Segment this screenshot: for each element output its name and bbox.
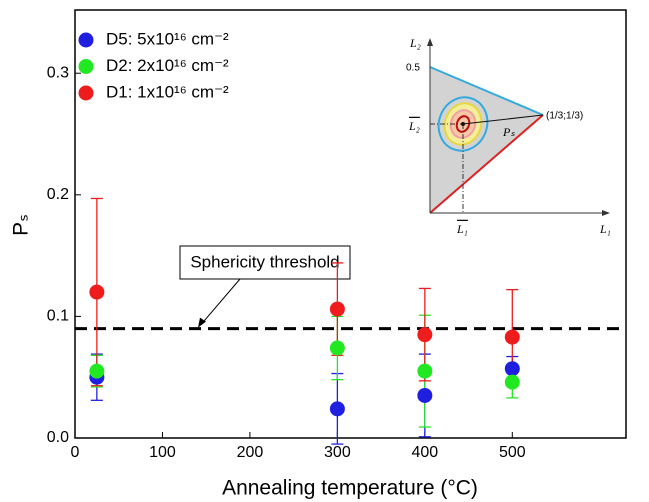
legend-label: D1: 1x10¹⁶ cm⁻² (106, 82, 229, 101)
point (329, 401, 345, 417)
legend-label: D2: 2x10¹⁶ cm⁻² (106, 56, 229, 75)
inset-center (461, 122, 465, 126)
y-tick-label: 0.0 (47, 429, 69, 446)
annotation-arrow (200, 278, 241, 325)
point (329, 340, 345, 356)
point (504, 329, 520, 345)
y-tick-label: 0.3 (47, 64, 69, 81)
legend-label: D5: 5x10¹⁶ cm⁻² (106, 29, 229, 48)
point (417, 387, 433, 403)
inset-contour (455, 115, 471, 133)
inset-arrow (427, 38, 433, 46)
point (504, 361, 520, 377)
annotation-box (179, 245, 351, 280)
point (417, 363, 433, 379)
inset-arrow (602, 210, 610, 216)
inset-label: (1/3;1/3) (546, 111, 583, 122)
inset-ps-line (462, 114, 544, 125)
annotation: Sphericity threshold (190, 252, 339, 271)
x-axis-label: Annealing temperature (°C) (222, 477, 478, 500)
x-tick-label: 200 (237, 444, 264, 461)
inset: L₂ 0.5 (1/3;1/3) L₂ Pₛ L₁ L₁ (406, 36, 611, 236)
y-tick-label: 0.1 (47, 308, 69, 325)
inset-label: L₂ (408, 119, 420, 133)
inset-label: Pₛ (502, 125, 515, 139)
inset-label: L₁ (599, 222, 611, 236)
legend-marker (78, 59, 94, 74)
inset-triangle (430, 67, 543, 213)
x-tick-label: 500 (499, 444, 526, 461)
legend-marker (78, 32, 94, 48)
x-tick-label: 400 (411, 444, 438, 461)
plot-frame (74, 9, 627, 439)
y-tick-label: 0.2 (47, 186, 69, 203)
inset-label: 0.5 (406, 63, 420, 74)
x-tick-label: 0 (71, 444, 80, 461)
point (89, 284, 105, 300)
inset-label: L₂ (409, 36, 421, 50)
point (89, 363, 105, 379)
inset-contour (437, 96, 489, 152)
legend-marker (78, 85, 94, 101)
inset-edge (429, 66, 544, 116)
y-axis-label: Pₛ (10, 214, 33, 236)
point (504, 374, 520, 390)
x-tick-label: 100 (149, 444, 176, 461)
inset-label: L₁ (456, 222, 468, 236)
inset-edge (429, 114, 544, 214)
point (417, 327, 433, 343)
x-tick-label: 300 (324, 444, 351, 461)
point (329, 301, 345, 317)
annotation-arrowhead (198, 317, 206, 328)
